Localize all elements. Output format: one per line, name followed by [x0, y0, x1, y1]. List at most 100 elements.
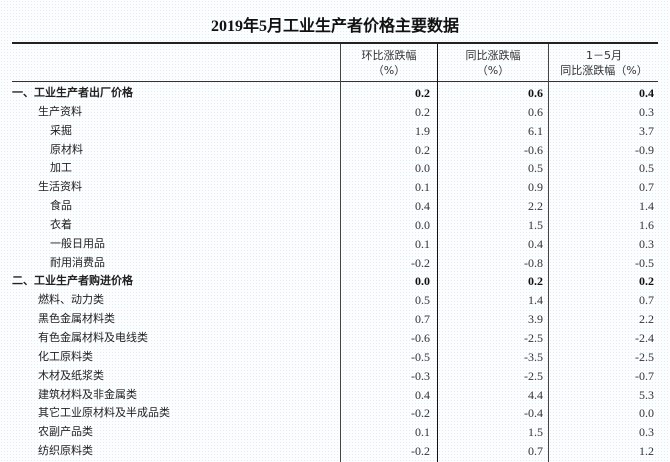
row-label: 二、工业生产者购进价格 — [12, 274, 133, 288]
value-ytd: 1.6 — [639, 217, 654, 232]
value-mom: 0.1 — [415, 180, 430, 195]
value-yoy: -0.8 — [524, 255, 543, 270]
value-yoy: 0.6 — [528, 104, 543, 119]
column-divider — [437, 44, 438, 462]
value-mom: -0.2 — [411, 255, 430, 270]
value-mom: 1.9 — [415, 123, 430, 138]
row-label: 食品 — [50, 199, 72, 213]
column-divider — [340, 44, 341, 462]
row-label: 农副产品类 — [38, 425, 93, 439]
row-label: 衣着 — [50, 217, 72, 231]
table-row: 农副产品类 0.1 1.5 0.3 — [0, 423, 670, 442]
value-yoy: 0.5 — [528, 161, 543, 176]
row-label: 一般日用品 — [50, 236, 105, 250]
value-mom: 0.0 — [415, 217, 430, 232]
value-ytd: 0.0 — [639, 406, 654, 421]
table-row: 木材及纸浆类 -0.3 -2.5 -0.7 — [0, 367, 670, 386]
value-ytd: -2.5 — [635, 349, 654, 364]
table-row: 生活资料 0.1 0.9 0.7 — [0, 178, 670, 197]
header-text: 1－5月 — [586, 49, 622, 62]
value-ytd: 5.3 — [639, 387, 654, 402]
value-yoy: 4.4 — [528, 387, 543, 402]
value-mom: 0.4 — [415, 387, 430, 402]
value-mom: 0.0 — [415, 274, 430, 289]
value-yoy: 0.4 — [528, 236, 543, 251]
value-yoy: -2.5 — [524, 330, 543, 345]
value-ytd: 0.7 — [639, 180, 654, 195]
table-row: 其它工业原材料及半成品类 -0.2 -0.4 0.0 — [0, 404, 670, 423]
value-ytd: 0.3 — [639, 104, 654, 119]
row-label: 有色金属材料及电线类 — [38, 330, 148, 344]
value-mom: 0.7 — [415, 312, 430, 327]
row-label: 化工原料类 — [38, 349, 93, 363]
value-ytd: -0.7 — [635, 368, 654, 383]
header-text: 环比涨跌幅 — [361, 49, 417, 62]
column-divider — [548, 44, 549, 462]
value-ytd: 0.3 — [639, 425, 654, 440]
value-yoy: -2.5 — [524, 368, 543, 383]
table-row: 纺织原料类 -0.2 0.7 1.2 — [0, 442, 670, 461]
row-label: 耐用消费品 — [50, 255, 105, 269]
value-mom: 0.0 — [415, 161, 430, 176]
header-yoy: 同比涨跌幅 （%） — [438, 48, 548, 78]
value-yoy: 1.5 — [528, 425, 543, 440]
header-unit: （%） — [476, 64, 510, 77]
table-row: 一、工业生产者出厂价格 0.2 0.6 0.4 — [0, 84, 670, 103]
value-yoy: 0.7 — [528, 444, 543, 459]
value-ytd: 1.4 — [639, 199, 654, 214]
row-label: 燃料、动力类 — [38, 293, 104, 307]
value-mom: -0.5 — [411, 349, 430, 364]
value-mom: -0.6 — [411, 330, 430, 345]
row-label: 一、工业生产者出厂价格 — [12, 86, 133, 99]
row-label: 采掘 — [50, 123, 72, 137]
header-unit: （%） — [372, 64, 406, 77]
value-ytd: 0.7 — [639, 293, 654, 308]
value-ytd: 0.2 — [639, 274, 654, 289]
row-label: 其它工业原材料及半成品类 — [38, 406, 170, 420]
value-mom: 0.1 — [415, 425, 430, 440]
row-label: 加工 — [50, 161, 72, 175]
value-yoy: 1.5 — [528, 217, 543, 232]
value-mom: 0.5 — [415, 293, 430, 308]
value-mom: 0.2 — [415, 142, 430, 157]
value-ytd: 2.2 — [639, 312, 654, 327]
table-row: 原材料 0.2 -0.6 -0.9 — [0, 141, 670, 160]
table-row: 耐用消费品 -0.2 -0.8 -0.5 — [0, 254, 670, 273]
table-row: 食品 0.4 2.2 1.4 — [0, 197, 670, 216]
table-row: 黑色金属材料类 0.7 3.9 2.2 — [0, 310, 670, 329]
table-row: 有色金属材料及电线类 -0.6 -2.5 -2.4 — [0, 329, 670, 348]
table-body: 一、工业生产者出厂价格 0.2 0.6 0.4 生产资料 0.2 0.6 0.3 采掘 1.9 6.… — [0, 84, 670, 461]
value-mom: 0.4 — [415, 199, 430, 214]
table-row: 生产资料 0.2 0.6 0.3 — [0, 103, 670, 122]
value-yoy: 1.4 — [528, 293, 543, 308]
table-row: 燃料、动力类 0.5 1.4 0.7 — [0, 291, 670, 310]
row-label: 纺织原料类 — [38, 444, 93, 458]
value-mom: 0.2 — [415, 86, 430, 100]
header-ytd: 1－5月 同比涨跌幅（%） — [549, 48, 659, 78]
value-ytd: 3.7 — [639, 123, 654, 138]
value-yoy: 3.9 — [528, 312, 543, 327]
value-ytd: -2.4 — [635, 330, 654, 345]
value-ytd: -0.5 — [635, 255, 654, 270]
header-unit: 同比涨跌幅（%） — [560, 64, 648, 77]
header-mom: 环比涨跌幅 （%） — [341, 48, 437, 78]
value-yoy: 0.2 — [528, 274, 543, 289]
table-row: 衣着 0.0 1.5 1.6 — [0, 216, 670, 235]
row-label: 建筑材料及非金属类 — [38, 387, 137, 401]
value-yoy: -0.4 — [524, 406, 543, 421]
row-label: 生活资料 — [38, 180, 82, 194]
value-yoy: -0.6 — [524, 142, 543, 157]
value-ytd: 1.2 — [639, 444, 654, 459]
value-ytd: 0.3 — [639, 236, 654, 251]
table-row: 一般日用品 0.1 0.4 0.3 — [0, 235, 670, 254]
row-label: 生产资料 — [38, 104, 82, 118]
value-ytd: -0.9 — [635, 142, 654, 157]
value-mom: 0.2 — [415, 104, 430, 119]
value-mom: -0.2 — [411, 406, 430, 421]
value-ytd: 0.5 — [639, 161, 654, 176]
row-label: 原材料 — [50, 142, 83, 156]
value-yoy: 6.1 — [528, 123, 543, 138]
value-yoy: 2.2 — [528, 199, 543, 214]
table-row: 化工原料类 -0.5 -3.5 -2.5 — [0, 348, 670, 367]
value-yoy: -3.5 — [524, 349, 543, 364]
